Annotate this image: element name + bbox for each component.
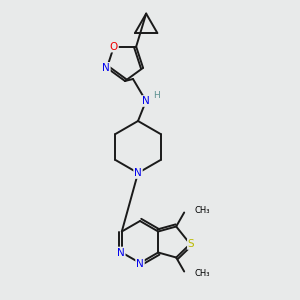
Text: N: N: [117, 248, 125, 257]
Text: N: N: [102, 63, 110, 73]
Text: CH₃: CH₃: [194, 206, 210, 215]
Text: O: O: [110, 42, 118, 52]
Text: S: S: [188, 239, 194, 249]
Text: H: H: [153, 92, 159, 100]
Text: N: N: [142, 96, 150, 106]
Text: N: N: [136, 259, 144, 269]
Text: N: N: [134, 168, 142, 178]
Text: CH₃: CH₃: [194, 269, 210, 278]
